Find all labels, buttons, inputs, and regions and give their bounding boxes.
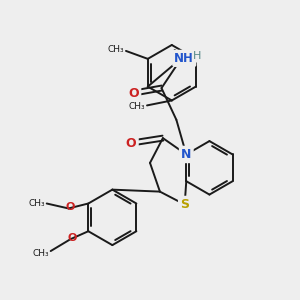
Text: CH₃: CH₃ (107, 45, 124, 54)
Text: S: S (180, 198, 189, 211)
Text: N: N (181, 148, 191, 161)
Text: NH: NH (174, 52, 194, 65)
Text: O: O (68, 233, 77, 243)
Text: CH₃: CH₃ (128, 102, 145, 111)
Text: H: H (193, 51, 201, 62)
Text: CH₃: CH₃ (32, 248, 49, 257)
Text: O: O (66, 202, 75, 212)
Text: O: O (126, 136, 136, 150)
Text: O: O (128, 86, 139, 100)
Text: CH₃: CH₃ (28, 199, 45, 208)
